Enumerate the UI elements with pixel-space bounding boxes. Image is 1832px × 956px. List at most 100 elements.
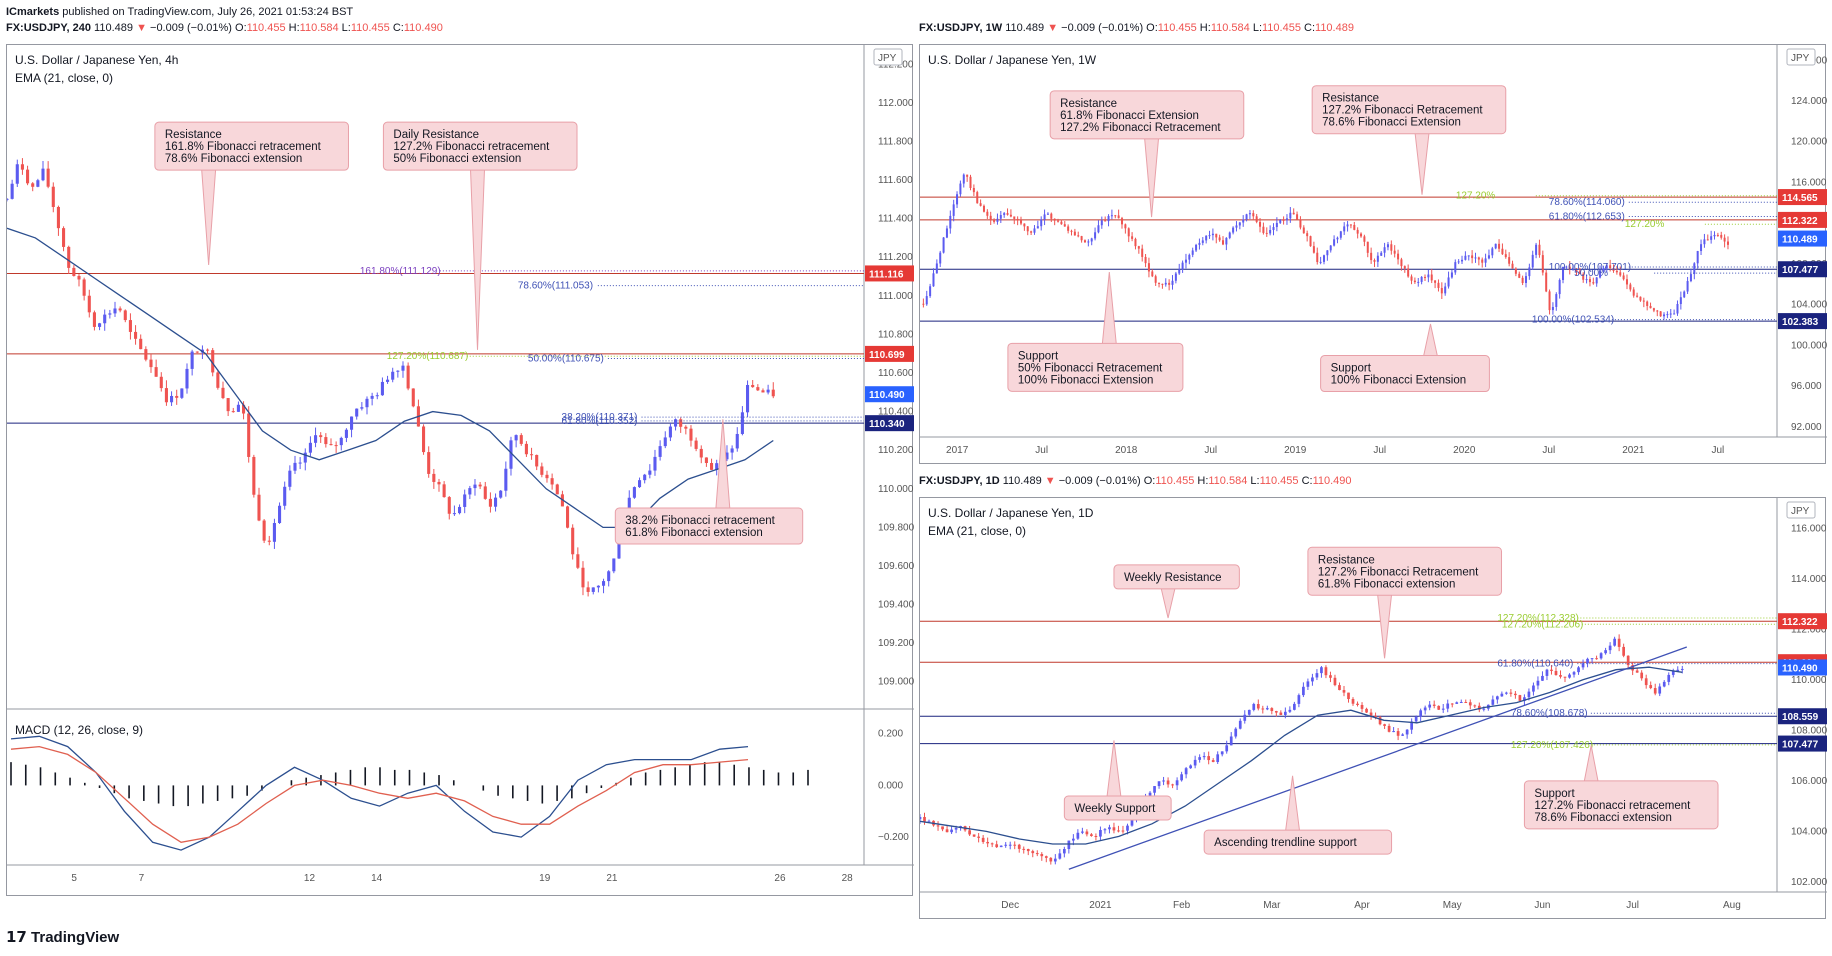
d1-candle-body [1423, 707, 1427, 711]
d1-candle-body [1622, 646, 1625, 656]
w1-change: −0.009 (−0.01%) [1061, 22, 1144, 34]
h4-candle-body [370, 395, 374, 399]
w1-candle-body [1269, 230, 1272, 234]
h4-macd-y-tick-label: −0.200 [878, 832, 909, 843]
w1-candle-body [1158, 282, 1161, 284]
d1-candle-body [1265, 708, 1269, 710]
h4-chart-panel[interactable]: 112.200112.000111.800111.600111.400111.2… [6, 44, 914, 897]
h4-candle-body [31, 183, 35, 187]
d1-candle-body [1112, 827, 1116, 831]
h4-candle-body [704, 457, 708, 463]
d1-candle-body [1306, 681, 1310, 687]
d1-candle-body [1090, 834, 1093, 836]
w1-candle-body [1430, 274, 1433, 281]
w1-candle-body [979, 203, 982, 206]
tradingview-logo[interactable]: 𝟭𝟳 TradingView [6, 928, 119, 946]
d1-candle-body [1238, 720, 1242, 729]
w1-candle-body [1535, 244, 1538, 255]
w1-y-tick-label: 116.000 [1791, 177, 1827, 188]
d1-chart-svg[interactable]: 116.000 114.000 112.000 110.000 108.000 106.0… [920, 498, 1827, 920]
d1-candle-body [1153, 786, 1156, 793]
d1-candle-body [1505, 692, 1508, 694]
d1-annotation-box [1063, 795, 1172, 821]
w1-candle-body [1124, 224, 1127, 229]
h4-candle-body [10, 183, 14, 199]
h4-candle-body [386, 379, 390, 382]
d1-candle-body [1477, 705, 1481, 710]
w1-chart-panel[interactable]: 128.000124.000120.000116.000112.000108.0… [919, 44, 1827, 465]
w1-level-tag [1778, 230, 1827, 247]
h4-macd-label: MACD (12, 26, close, 9) [15, 723, 144, 737]
h4-candle-body [329, 444, 333, 446]
w1-candle-body [1673, 313, 1676, 315]
h4-candle-body [447, 497, 451, 514]
w1-candle-body [1504, 254, 1507, 258]
w1-candle-body [1457, 261, 1460, 263]
w1-level-tag [1778, 313, 1827, 330]
w1-chart-svg[interactable]: 128.000124.000120.000116.000112.000108.0… [920, 45, 1827, 465]
d1-annotation-box [1113, 564, 1240, 590]
d1-candle-body [1446, 703, 1450, 709]
w1-candle-body [1114, 215, 1117, 217]
d1-trendline [1068, 646, 1688, 870]
h4-x-tick-label: 5 [71, 873, 77, 884]
h4-candle-body [355, 408, 359, 417]
d1-candle-body [1333, 677, 1337, 686]
d1-candle-body [1572, 672, 1576, 675]
w1-candle-body [1622, 275, 1625, 280]
w1-candle-body [956, 194, 959, 205]
h4-x-tick-label: 28 [842, 873, 854, 884]
h4-candle-body [365, 398, 369, 408]
w1-annotation-box [1320, 355, 1490, 393]
d1-candle-body [1229, 736, 1233, 746]
w1-x-tick-label: Jul [1711, 445, 1724, 456]
h4-annotation-text: 61.8% Fibonacci extension [625, 527, 762, 539]
h4-candle-body [452, 513, 456, 515]
d1-candle-body [1392, 731, 1395, 733]
h4-level-tag [865, 265, 914, 282]
w1-candle-body [1669, 313, 1672, 315]
publisher-text: published on TradingView.com, July 26, 2… [59, 6, 354, 18]
h4-candle-body [298, 462, 302, 464]
w1-annotation-pointer [1101, 272, 1117, 345]
d1-annotation-pointer [1160, 587, 1176, 619]
h4-candle-body [82, 279, 86, 296]
h4-chart-svg[interactable]: 112.200112.000111.800111.600111.400111.2… [7, 45, 914, 897]
w1-y-tick-label: 92.000 [1791, 422, 1822, 433]
d1-candle-body [1464, 702, 1468, 704]
w1-candle-body [1306, 233, 1309, 237]
w1-candle-body [1174, 273, 1177, 281]
h4-y-tick-label: 110.600 [878, 368, 914, 379]
h4-candle-body [740, 412, 744, 434]
w1-candle-body [945, 228, 948, 238]
d1-candle-body [1162, 780, 1165, 782]
w1-y-tick-label: 124.000 [1791, 96, 1827, 107]
w1-candle-body [1171, 280, 1174, 285]
d1-candle-body [1076, 832, 1080, 839]
w1-candle-body [1019, 220, 1023, 224]
w1-candle-body [1683, 291, 1686, 298]
w1-chart-title: U.S. Dollar / Japanese Yen, 1W [928, 53, 1097, 67]
d1-chart-panel[interactable]: 116.000 114.000 112.000 110.000 108.000 106.0… [919, 497, 1827, 920]
d1-candle-body [1072, 838, 1075, 841]
w1-candle-body [1043, 214, 1046, 220]
publisher-user[interactable]: ICmarkets [6, 6, 60, 18]
d1-candle-body [1428, 704, 1432, 708]
w1-candle-body [1110, 215, 1113, 217]
h4-candle-body [761, 390, 765, 393]
w1-candle-body [1407, 268, 1410, 277]
d1-x-tick-label: Aug [1723, 900, 1741, 911]
h4-candle-body [530, 454, 534, 456]
w1-x-tick-label: Jul [1542, 445, 1555, 456]
d1-candle-body [1031, 851, 1035, 854]
w1-candle-body [1296, 214, 1299, 220]
w1-candle-body [1242, 219, 1245, 223]
h4-candle-body [308, 442, 312, 453]
w1-annotation-pointer [1422, 323, 1439, 358]
d1-candle-body [1315, 673, 1319, 678]
h4-candle-body [98, 323, 102, 327]
w1-candle-body [1558, 279, 1561, 295]
h4-candle-body [499, 490, 503, 498]
d1-candle-body [1347, 692, 1350, 700]
w1-candle-body [1551, 306, 1554, 311]
